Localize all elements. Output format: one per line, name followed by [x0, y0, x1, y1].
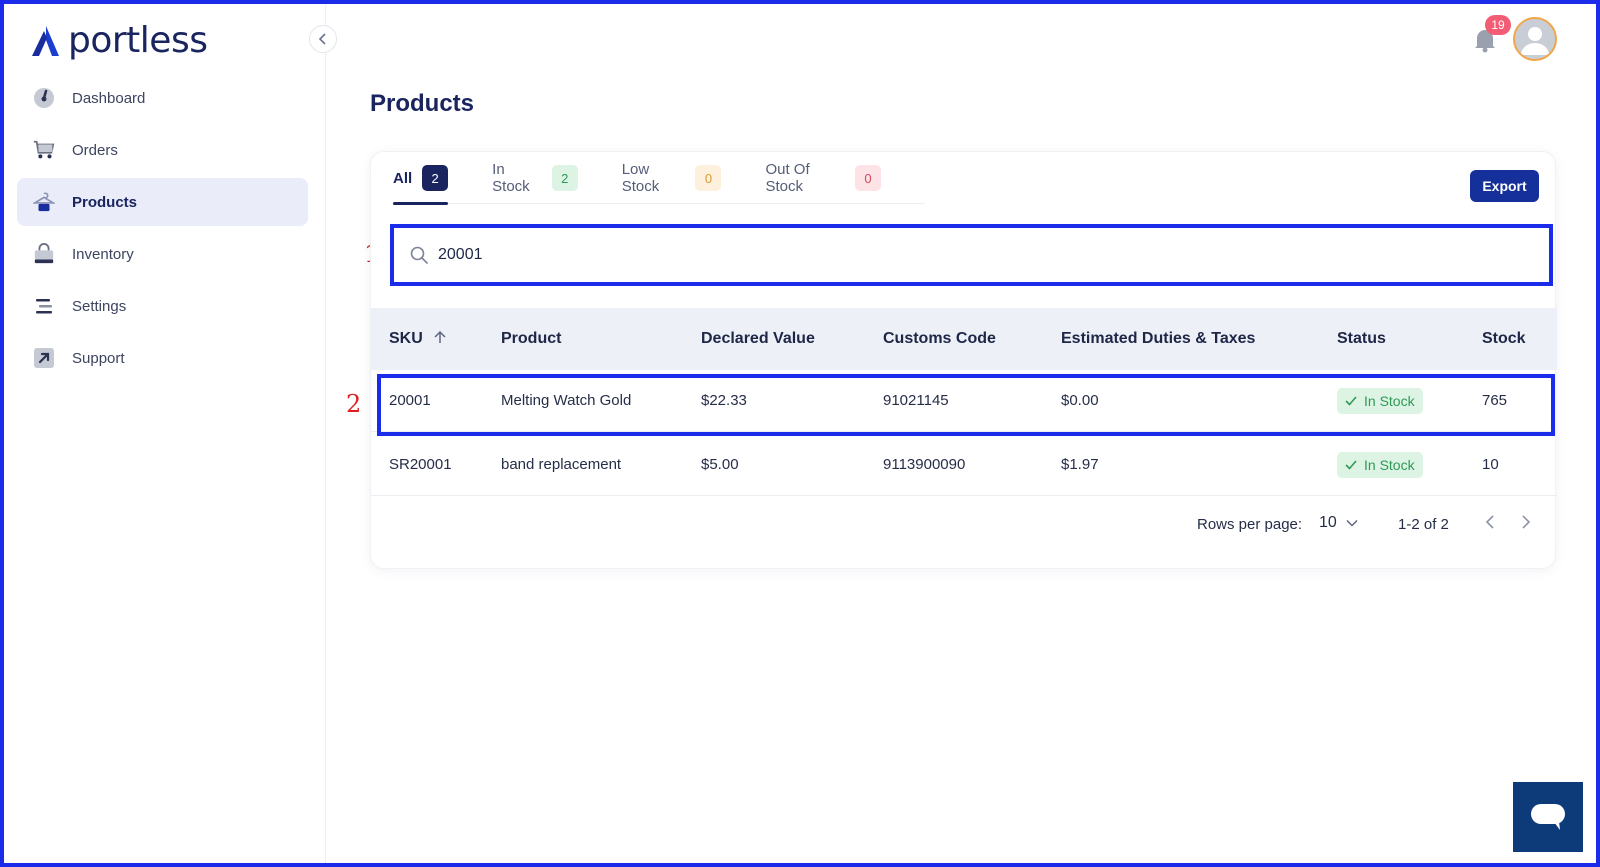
- chevron-left-icon: [318, 33, 326, 45]
- table-row[interactable]: 20001 Melting Watch Gold $22.33 91021145…: [371, 370, 1557, 432]
- cell-sku: 20001: [389, 392, 431, 409]
- cell-stock: 10: [1482, 456, 1499, 473]
- annotation-label-2: 2: [346, 390, 362, 418]
- search-input[interactable]: [438, 246, 1338, 264]
- cell-customs-code: 91021145: [883, 392, 949, 409]
- export-button[interactable]: Export: [1470, 170, 1539, 202]
- chevron-down-icon: [1346, 519, 1358, 527]
- table-header: SKU Product Declared Value Customs Code …: [371, 308, 1557, 370]
- gauge-icon: [33, 87, 55, 109]
- products-card: All 2 In Stock 2 Low Stock 0 Out Of Stoc…: [370, 151, 1557, 569]
- column-header-product[interactable]: Product: [501, 330, 562, 347]
- tab-count-badge: 2: [422, 165, 449, 191]
- sidebar-item-orders[interactable]: Orders: [17, 126, 308, 174]
- tab-label: In Stock: [492, 161, 530, 195]
- rows-per-page-select[interactable]: 10: [1319, 514, 1358, 532]
- column-header-sku[interactable]: SKU: [389, 330, 447, 348]
- column-header-estimated-duties[interactable]: Estimated Duties & Taxes: [1061, 330, 1256, 347]
- sidebar-item-settings[interactable]: Settings: [17, 282, 308, 330]
- sidebar-collapse-button[interactable]: [309, 25, 337, 53]
- check-icon: [1345, 395, 1357, 406]
- tab-count-badge: 2: [551, 165, 578, 191]
- status-badge: In Stock: [1337, 387, 1423, 414]
- chevron-right-icon: [1522, 515, 1531, 529]
- sliders-icon: [33, 295, 55, 317]
- logo-icon: [32, 25, 59, 56]
- status-badge: In Stock: [1337, 451, 1423, 478]
- tab-count-badge: 0: [855, 165, 882, 191]
- tab-low-stock[interactable]: Low Stock 0: [622, 152, 722, 204]
- column-header-stock[interactable]: Stock: [1482, 330, 1526, 347]
- column-header-status[interactable]: Status: [1337, 330, 1386, 347]
- user-icon: [1521, 27, 1549, 55]
- cell-product: band replacement: [501, 456, 622, 473]
- cell-estimated-duties: $1.97: [1061, 456, 1099, 473]
- next-page-button[interactable]: [1521, 514, 1531, 535]
- cell-estimated-duties: $0.00: [1061, 392, 1099, 409]
- sidebar-item-dashboard[interactable]: Dashboard: [17, 74, 308, 122]
- sidebar-item-label: Dashboard: [72, 89, 146, 107]
- logo[interactable]: portless: [30, 20, 208, 61]
- sidebar-item-label: Products: [72, 193, 138, 211]
- pagination: Rows per page: 10 1-2 of 2: [371, 500, 1557, 548]
- tab-label: Low Stock: [621, 161, 660, 195]
- check-icon: [1345, 459, 1357, 470]
- cell-status: In Stock: [1337, 387, 1423, 414]
- sidebar-item-products[interactable]: Products: [17, 178, 308, 226]
- tab-count-badge: 0: [695, 165, 722, 191]
- cell-product: Melting Watch Gold: [501, 392, 632, 409]
- previous-page-button[interactable]: [1485, 514, 1495, 535]
- external-link-icon: [33, 347, 55, 369]
- tab-in-stock[interactable]: In Stock 2: [492, 152, 578, 204]
- tab-label: All: [393, 169, 413, 187]
- sidebar-item-label: Support: [72, 349, 125, 367]
- notification-badge: 19: [1485, 15, 1511, 35]
- sidebar-item-label: Inventory: [72, 245, 134, 263]
- column-header-declared-value[interactable]: Declared Value: [701, 330, 815, 347]
- column-header-customs-code[interactable]: Customs Code: [883, 330, 996, 347]
- hanger-icon: [33, 191, 55, 213]
- sidebar-item-support[interactable]: Support: [17, 334, 308, 382]
- page-title: Products: [370, 90, 475, 117]
- tab-out-of-stock[interactable]: Out Of Stock 0: [765, 152, 882, 204]
- cell-declared-value: $22.33: [701, 392, 747, 409]
- cart-icon: [33, 139, 55, 161]
- notifications-button[interactable]: [1473, 27, 1497, 53]
- cell-customs-code: 9113900090: [883, 456, 966, 473]
- rows-per-page-label: Rows per page:: [1197, 516, 1303, 533]
- chat-widget-button[interactable]: [1513, 782, 1583, 852]
- logo-text: portless: [68, 20, 208, 61]
- pagination-range: 1-2 of 2: [1398, 516, 1449, 533]
- bag-icon: [33, 243, 55, 265]
- tab-all[interactable]: All 2: [393, 152, 449, 205]
- avatar[interactable]: [1513, 17, 1557, 61]
- cell-stock: 765: [1482, 392, 1508, 409]
- sidebar-nav: Dashboard Orders Products Inventory Sett…: [17, 74, 308, 386]
- cell-status: In Stock: [1337, 451, 1423, 478]
- sort-ascending-icon: [434, 330, 446, 343]
- cell-declared-value: $5.00: [701, 456, 739, 473]
- chat-icon: [1531, 804, 1565, 830]
- tab-label: Out Of Stock: [765, 161, 810, 195]
- sidebar: portless Dashboard Orders Products Inven…: [4, 4, 326, 863]
- sidebar-item-label: Orders: [72, 141, 118, 159]
- search-box: [390, 224, 1553, 286]
- sidebar-item-label: Settings: [72, 297, 127, 315]
- chevron-left-icon: [1485, 515, 1494, 529]
- sidebar-item-inventory[interactable]: Inventory: [17, 230, 308, 278]
- search-icon: [410, 246, 428, 264]
- status-tabs: All 2 In Stock 2 Low Stock 0 Out Of Stoc…: [393, 152, 925, 205]
- cell-sku: SR20001: [389, 456, 452, 473]
- table-row[interactable]: SR20001 band replacement $5.00 911390009…: [371, 434, 1557, 496]
- bell-icon: [1475, 30, 1495, 53]
